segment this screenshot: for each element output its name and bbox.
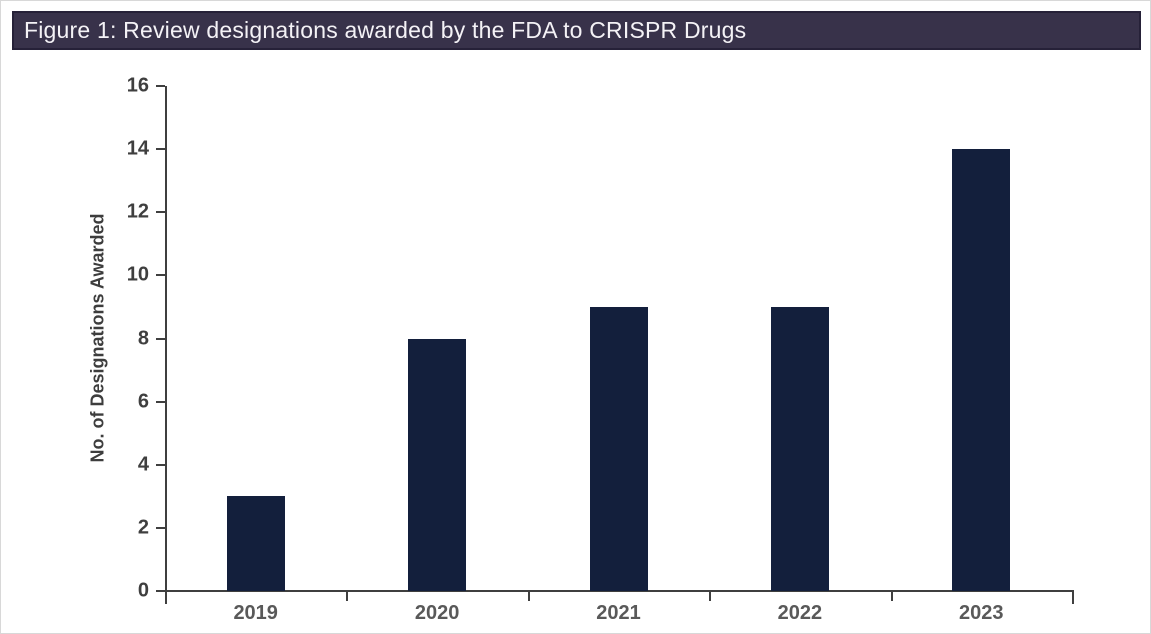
figure-title: Figure 1: Review designations awarded by… — [24, 17, 747, 43]
y-tick-label-16: 16 — [126, 74, 149, 97]
y-tick-label-12: 12 — [126, 200, 149, 223]
y-tick-label-2: 2 — [137, 516, 149, 539]
y-tick-mark-6 — [156, 400, 165, 403]
y-tick-mark-4 — [156, 463, 165, 466]
y-tick-mark-14 — [156, 148, 165, 151]
y-axis-line — [165, 86, 167, 604]
y-tick-label-8: 8 — [137, 327, 149, 349]
bar-2022 — [770, 306, 829, 591]
y-tick-mark-2 — [156, 526, 165, 529]
figure-title-bar: Figure 1: Review designations awarded by… — [12, 11, 1141, 50]
y-tick-mark-12 — [156, 211, 165, 214]
x-tick-mark-5 — [1072, 592, 1074, 604]
x-tick-mark-2 — [527, 592, 530, 601]
y-tick-mark-8 — [156, 337, 165, 340]
y-tick-mark-10 — [156, 274, 165, 277]
y-tick-label-0: 0 — [137, 579, 149, 602]
bar-2019 — [226, 496, 285, 591]
x-category-label-2021: 2021 — [596, 602, 641, 624]
y-tick-label-6: 6 — [137, 390, 149, 413]
y-tick-mark-0 — [156, 590, 165, 592]
x-category-label-2022: 2022 — [777, 602, 823, 624]
y-tick-mark-16 — [156, 85, 165, 87]
x-tick-mark-4 — [890, 592, 893, 601]
y-tick-label-14: 14 — [126, 137, 149, 160]
x-category-label-2023: 2023 — [959, 602, 1004, 624]
bar-2023 — [952, 149, 1011, 591]
x-category-label-2020: 2020 — [414, 602, 460, 624]
bar-2021 — [589, 306, 648, 591]
x-category-label-2019: 2019 — [233, 602, 278, 624]
x-tick-mark-1 — [346, 592, 349, 601]
x-axis-line — [165, 590, 1074, 592]
x-tick-mark-3 — [709, 592, 712, 601]
y-tick-label-10: 10 — [126, 263, 149, 286]
x-tick-mark-0 — [165, 592, 167, 604]
bar-2020 — [408, 338, 467, 591]
y-tick-label-4: 4 — [137, 453, 149, 476]
